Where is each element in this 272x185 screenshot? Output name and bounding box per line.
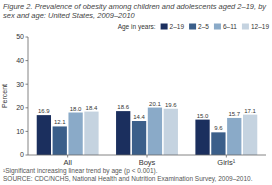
bar [68, 113, 82, 155]
legend-swatch [242, 24, 249, 30]
bar [132, 121, 146, 155]
data-label: 14.4 [133, 114, 145, 120]
data-label: 16.9 [38, 108, 50, 114]
data-label: 18.0 [70, 106, 82, 112]
x-tick-label: Girls¹ [217, 158, 235, 167]
legend-label: 12–19 [251, 23, 269, 30]
data-label: 18.4 [86, 105, 98, 111]
y-tick [26, 60, 29, 61]
y-tick [26, 155, 29, 156]
y-tick [26, 131, 29, 132]
legend-label: 2–5 [198, 23, 209, 30]
y-tick [26, 37, 29, 38]
chart: 16.9 12.1 18.0 18.4 18.6 14.4 20.1 19.6 15.0 9.6 1… [0, 20, 272, 167]
data-label: 15.7 [228, 111, 240, 117]
data-label: 20.1 [149, 101, 161, 107]
x-tick-label: Boys [139, 158, 156, 167]
footnotes: ¹Significant increasing linear trend by … [0, 167, 272, 185]
y-tick [26, 84, 29, 85]
legend-swatch [189, 24, 196, 30]
y-tick-label: 0 [20, 151, 24, 158]
y-tick-label: 50 [16, 33, 24, 40]
data-labels: 16.9 12.1 18.0 18.4 18.6 14.4 20.1 19.6 15.0 9.6 1… [38, 101, 257, 132]
chart-wrap: Figure 2. Prevalence of obesity among ch… [0, 0, 272, 185]
bar [37, 115, 51, 155]
y-tick-label: 40 [16, 57, 24, 64]
legend-label: 6–11 [223, 23, 237, 30]
x-tick-label: All [63, 158, 72, 167]
data-label: 19.6 [165, 102, 177, 108]
y-tick-label: 20 [16, 104, 24, 111]
footnote: ¹Significant increasing linear trend by … [3, 167, 269, 175]
bar [227, 118, 241, 155]
legend-title: Age in years: [118, 23, 156, 31]
y-tick-label: 30 [16, 81, 24, 88]
y-axis-label: Percent [1, 84, 8, 108]
y-tick-label: 10 [16, 128, 24, 135]
data-label: 9.6 [214, 125, 223, 131]
bar [116, 111, 130, 155]
legend-swatch [161, 24, 168, 30]
legend: Age in years: 2–19 2–5 6–11 12–19 [118, 23, 270, 31]
legend-label: 2–19 [170, 23, 185, 30]
data-label: 18.6 [117, 104, 129, 110]
bar [195, 120, 209, 155]
bar [148, 108, 162, 155]
title: Figure 2. Prevalence of obesity among ch… [0, 0, 272, 20]
y-tick [26, 107, 29, 108]
footnote: SOURCE: CDC/NCHS, National Health and Nu… [3, 175, 269, 183]
bar [53, 126, 67, 155]
data-label: 12.1 [54, 119, 66, 125]
data-label: 15.0 [197, 113, 209, 119]
bar [243, 115, 257, 155]
data-label: 17.1 [244, 108, 256, 114]
legend-swatch [214, 24, 221, 30]
bars [37, 108, 258, 155]
bar [84, 112, 98, 155]
bar [211, 132, 225, 155]
y-axis [28, 37, 29, 155]
bar [164, 109, 178, 155]
